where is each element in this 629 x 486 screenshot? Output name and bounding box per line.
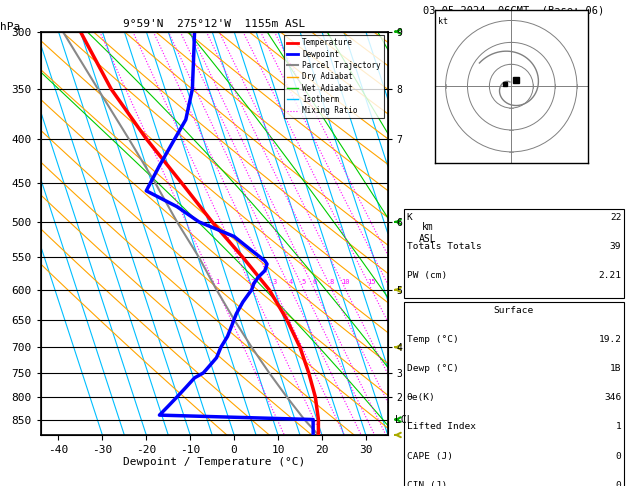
Text: 03.05.2024  06GMT  (Base: 06): 03.05.2024 06GMT (Base: 06) (423, 5, 604, 16)
Text: 1: 1 (215, 279, 220, 285)
Text: Temp (°C): Temp (°C) (406, 335, 459, 345)
Text: 10: 10 (342, 279, 350, 285)
Text: 4: 4 (289, 279, 293, 285)
X-axis label: Dewpoint / Temperature (°C): Dewpoint / Temperature (°C) (123, 457, 306, 468)
Text: 5: 5 (302, 279, 306, 285)
Text: PW (cm): PW (cm) (406, 271, 447, 280)
Text: 1: 1 (616, 422, 621, 432)
Legend: Temperature, Dewpoint, Parcel Trajectory, Dry Adiabat, Wet Adiabat, Isotherm, Mi: Temperature, Dewpoint, Parcel Trajectory… (284, 35, 384, 118)
Text: 1B: 1B (610, 364, 621, 373)
Y-axis label: km
ASL: km ASL (419, 223, 437, 244)
Text: 3: 3 (273, 279, 277, 285)
Text: 346: 346 (604, 394, 621, 402)
Text: Dewp (°C): Dewp (°C) (406, 364, 459, 373)
Text: 15: 15 (367, 279, 376, 285)
Text: θe(K): θe(K) (406, 394, 435, 402)
Text: 19.2: 19.2 (598, 335, 621, 345)
Text: kt: kt (438, 17, 448, 26)
Text: 39: 39 (610, 242, 621, 251)
Text: Surface: Surface (494, 306, 534, 315)
Title: 9°59'N  275°12'W  1155m ASL: 9°59'N 275°12'W 1155m ASL (123, 19, 306, 30)
Text: 6: 6 (313, 279, 317, 285)
Text: hPa: hPa (0, 21, 20, 32)
Text: 0: 0 (616, 481, 621, 486)
Text: CAPE (J): CAPE (J) (406, 451, 452, 461)
Text: K: K (406, 213, 412, 222)
Text: CIN (J): CIN (J) (406, 481, 447, 486)
Text: 8: 8 (330, 279, 334, 285)
Text: 22: 22 (610, 213, 621, 222)
Text: 2: 2 (251, 279, 255, 285)
Text: 2.21: 2.21 (598, 271, 621, 280)
Text: Totals Totals: Totals Totals (406, 242, 481, 251)
Text: LCL: LCL (395, 415, 413, 424)
Text: Lifted Index: Lifted Index (406, 422, 476, 432)
Text: 0: 0 (616, 451, 621, 461)
